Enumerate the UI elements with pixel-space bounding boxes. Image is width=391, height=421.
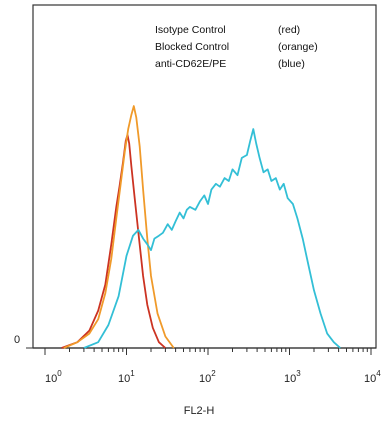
legend-note-anti-cd62e: (blue) [278,58,305,70]
x-tick-label-4: 104 [364,369,381,385]
legend: Isotype Control (red) Blocked Control (o… [155,24,318,70]
series-layer [61,105,341,349]
legend-label-anti-cd62e: anti-CD62E/PE [155,58,226,70]
series-line-1 [63,105,175,349]
plot-frame [32,4,377,349]
y-tick-label-0: 0 [14,334,20,346]
legend-note-isotype: (red) [278,24,300,36]
legend-label-blocked: Blocked Control [155,41,229,53]
x-axis-ticks [26,347,372,355]
x-tick-labels: 100 101 102 103 104 [45,369,381,385]
series-line-2 [83,128,341,349]
x-tick-label-0: 100 [45,369,62,385]
x-axis-title: FL2-H [184,405,215,417]
x-tick-label-1: 101 [118,369,135,385]
legend-label-isotype: Isotype Control [155,24,226,36]
x-tick-label-2: 102 [199,369,216,385]
legend-note-blocked: (orange) [278,41,318,53]
x-tick-label-3: 103 [284,369,301,385]
